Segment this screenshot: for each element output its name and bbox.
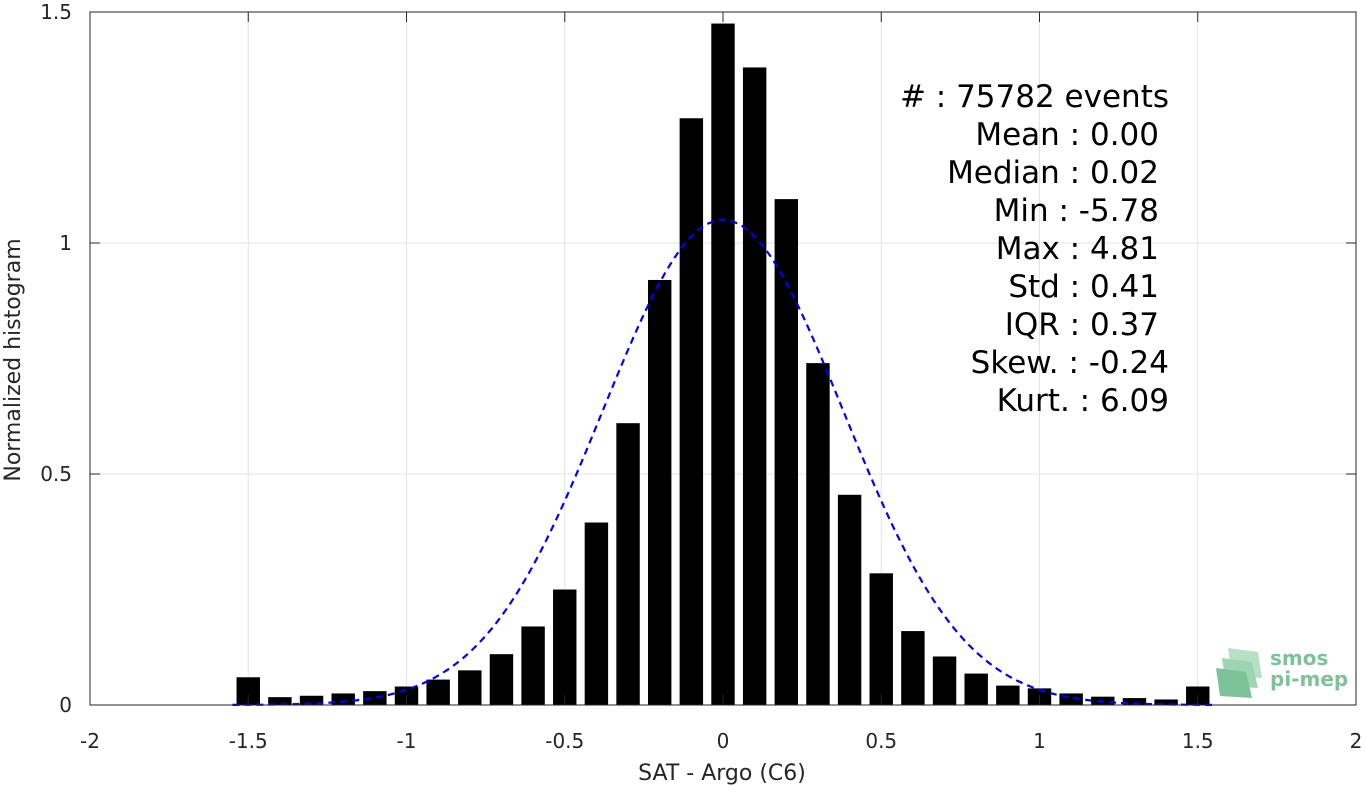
histogram-bar (363, 691, 387, 705)
x-tick-label: 1 (1033, 729, 1046, 753)
histogram-bar (647, 279, 672, 705)
histogram-bar (742, 67, 767, 705)
stats-line: Std : 0.41 (1008, 269, 1159, 305)
y-tick-label: 1.5 (40, 0, 72, 24)
histogram-bar (774, 199, 799, 706)
stats-line: Max : 4.81 (996, 231, 1159, 267)
histogram-bar (489, 654, 514, 705)
histogram-bar (268, 697, 292, 705)
histogram-bar (932, 656, 957, 705)
stats-line: # : 75782 events (900, 79, 1169, 115)
y-axis-title: Normalized histogram (1, 238, 26, 481)
histogram-bar (584, 522, 609, 705)
fit-curve-layer (232, 218, 1214, 706)
x-tick-label: -0.5 (545, 729, 584, 753)
x-axis-title: SAT - Argo (C6) (638, 761, 806, 786)
histogram-bar (901, 631, 925, 705)
x-tick-label: 0 (717, 729, 730, 753)
histogram-bar (679, 118, 704, 705)
histogram-bar (458, 670, 482, 705)
logo-line-2: pi-mep (1270, 667, 1348, 691)
histogram-bar (869, 573, 893, 705)
histogram-bar (806, 363, 830, 705)
x-tick-label: 0.5 (865, 729, 897, 753)
smos-pimep-logo: smos pi-mep (1216, 646, 1348, 698)
histogram-bar (521, 626, 545, 705)
y-tick-label: 0.5 (40, 462, 72, 486)
histogram-bar (236, 677, 260, 705)
histogram-bar (426, 679, 450, 705)
histogram-bar (837, 494, 862, 705)
x-tick-label: -2 (80, 729, 100, 753)
y-tick-label: 1 (59, 231, 72, 255)
histogram-bar (996, 685, 1020, 705)
stats-line: Mean : 0.00 (975, 117, 1159, 153)
histogram-bar (711, 23, 735, 706)
histogram-bar (299, 695, 324, 705)
logo-line-1: smos (1270, 646, 1328, 670)
histogram-bar (1154, 699, 1178, 705)
histogram-bar (1059, 693, 1083, 705)
histogram-bar (964, 673, 988, 705)
histogram-bar (553, 589, 577, 705)
axes (89, 11, 1357, 706)
stats-line: Kurt. : 6.09 (997, 383, 1169, 419)
y-tick-labels: 0 0.5 1 1.5 (40, 0, 72, 717)
x-tick-labels: -2 -1.5 -1 -0.5 0 0.5 1 1.5 2 (80, 729, 1362, 753)
stats-line: Skew. : -0.24 (971, 345, 1169, 381)
stats-line: Min : -5.78 (994, 193, 1159, 229)
stats-line: IQR : 0.37 (1005, 307, 1159, 343)
x-tick-label: -1 (397, 729, 417, 753)
x-tick-label: 2 (1350, 729, 1363, 753)
logo-mark-icon (1216, 648, 1262, 698)
histogram-bar (1122, 698, 1147, 705)
histogram-bar (616, 423, 640, 705)
y-tick-label: 0 (59, 693, 72, 717)
gaussian-fit-curve (232, 218, 1214, 706)
histogram-bars (236, 23, 1210, 706)
stats-line: Median : 0.02 (947, 155, 1159, 191)
x-tick-label: -1.5 (229, 729, 268, 753)
histogram-bar (331, 693, 355, 705)
x-tick-label: 1.5 (1182, 729, 1214, 753)
